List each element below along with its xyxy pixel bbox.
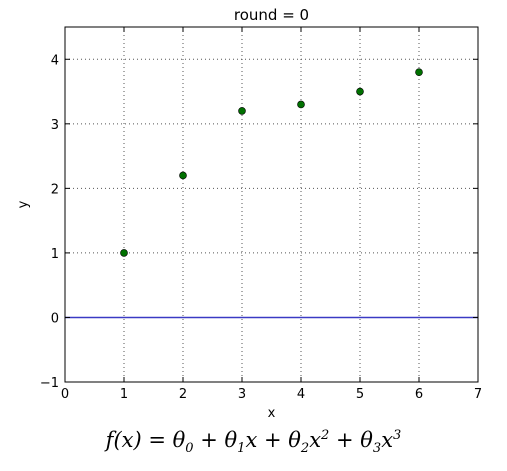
x-tick-label: 6 <box>415 387 423 402</box>
x-axis-label: x <box>268 406 276 421</box>
formula-sub-0: 0 <box>185 441 194 457</box>
y-tick-label: 4 <box>51 53 59 68</box>
y-tick-label: 3 <box>51 118 59 133</box>
formula-sub-3: 3 <box>372 441 382 457</box>
x-tick-label: 4 <box>297 387 305 402</box>
x-tick-label: 3 <box>238 387 246 402</box>
formula-plus-1: + <box>193 428 225 452</box>
formula-term-3: x <box>381 428 394 452</box>
data-point <box>238 107 246 115</box>
x-tick-label: 0 <box>61 387 69 402</box>
fit-formula: f(x) = θ0 + θ1x + θ2x2 + θ3x3 <box>0 428 507 456</box>
y-tick-label: 0 <box>51 311 59 326</box>
formula-theta-3: θ <box>360 428 373 452</box>
formula-theta-0: θ <box>172 428 186 452</box>
formula-term-1: x + <box>245 428 289 452</box>
formula-exp-3: 3 <box>393 428 402 443</box>
x-tick-label: 5 <box>356 387 364 402</box>
formula-theta-2: θ <box>288 428 301 452</box>
data-point <box>120 249 128 257</box>
chart-title: round = 0 <box>234 6 309 24</box>
formula-sub-2: 2 <box>300 441 310 457</box>
x-tick-label: 1 <box>120 387 128 402</box>
x-tick-label: 2 <box>179 387 187 402</box>
y-axis-label: y <box>16 200 31 208</box>
x-tick-label: 7 <box>474 387 482 402</box>
y-tick-label: 1 <box>51 247 59 262</box>
formula-plus-3: + <box>329 428 361 452</box>
data-points <box>120 68 423 257</box>
formula-exp-2: 2 <box>321 428 330 443</box>
data-point <box>179 171 187 180</box>
y-tick-label: −1 <box>40 376 59 391</box>
grid <box>65 27 478 382</box>
data-point <box>297 100 305 109</box>
formula-sub-1: 1 <box>237 441 246 457</box>
formula-theta-1: θ <box>224 428 238 452</box>
data-point <box>415 68 423 76</box>
formula-term-2: x <box>309 428 322 452</box>
formula-lhs: f(x) = <box>105 428 173 452</box>
y-tick-label: 2 <box>51 182 59 197</box>
data-point <box>356 87 364 96</box>
plot-frame <box>64 26 479 383</box>
